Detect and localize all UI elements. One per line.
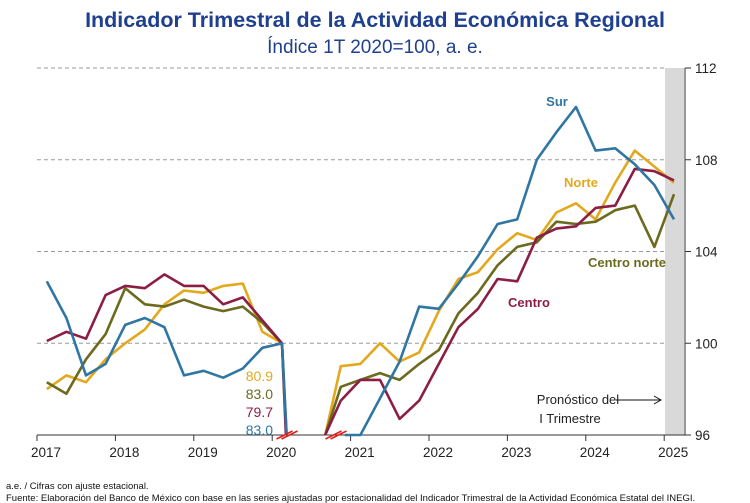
series-line-sur xyxy=(344,105,676,437)
series-line-norte xyxy=(323,149,675,436)
x-tick-label: 2025 xyxy=(658,445,688,460)
x-tick-label: 2024 xyxy=(580,445,611,460)
x-tick-label: 2023 xyxy=(501,445,531,460)
value-label-norte: 80.9 xyxy=(246,368,273,384)
series-line-centro-norte xyxy=(46,286,288,436)
axis-break-mark xyxy=(330,430,347,440)
series-line-centro xyxy=(46,273,288,436)
series-label-centro-norte: Centro norte xyxy=(588,255,666,270)
y-tick-label: 100 xyxy=(695,336,718,351)
axis-break-mark xyxy=(325,430,342,440)
forecast-shading xyxy=(665,68,684,435)
y-tick-label: 104 xyxy=(695,245,718,260)
y-tick-label: 96 xyxy=(695,428,710,443)
arrow-right-icon xyxy=(616,395,663,405)
series-line-norte xyxy=(46,282,288,436)
x-tick-label: 2022 xyxy=(423,445,453,460)
value-label-sur: 83.0 xyxy=(246,422,273,438)
y-tick-label: 112 xyxy=(695,61,717,76)
series-line-centro xyxy=(324,167,675,436)
y-tick-label: 108 xyxy=(695,153,718,168)
axis-break-marks xyxy=(276,430,347,440)
axis-break-mark xyxy=(281,430,298,440)
x-tick-label: 2018 xyxy=(109,445,139,460)
footnote-source: Fuente: Elaboración del Banco de México … xyxy=(6,493,695,503)
chart-title: Indicador Trimestral de la Actividad Eco… xyxy=(85,8,665,32)
series-label-norte: Norte xyxy=(564,175,598,190)
value-label-centro: 79.7 xyxy=(246,404,273,420)
series-label-sur: Sur xyxy=(546,94,568,109)
x-tick-label: 2020 xyxy=(266,445,296,460)
x-tick-label: 2019 xyxy=(188,445,218,460)
axis-break-mark xyxy=(276,430,293,440)
x-tick-label: 2017 xyxy=(31,445,61,460)
series-lines xyxy=(45,105,676,437)
series-line-centro-norte xyxy=(323,193,676,436)
x-tick-label: 2021 xyxy=(345,445,375,460)
forecast-annotation-line1: Pronóstico del xyxy=(537,392,619,407)
chart-subtitle: Índice 1T 2020=100, a. e. xyxy=(267,37,483,58)
footnote-note: a.e. / Cifras con ajuste estacional. xyxy=(6,481,149,492)
forecast-annotation-line2: I Trimestre xyxy=(539,411,600,426)
series-line-sur xyxy=(45,280,288,436)
y-axis: 112 108 104 100 96 xyxy=(684,61,718,443)
series-label-centro: Centro xyxy=(508,295,550,310)
x-axis: 2017 2018 2019 2020 2021 2022 2023 2024 2025 xyxy=(31,434,688,460)
value-label-centro-norte: 83.0 xyxy=(246,386,273,402)
